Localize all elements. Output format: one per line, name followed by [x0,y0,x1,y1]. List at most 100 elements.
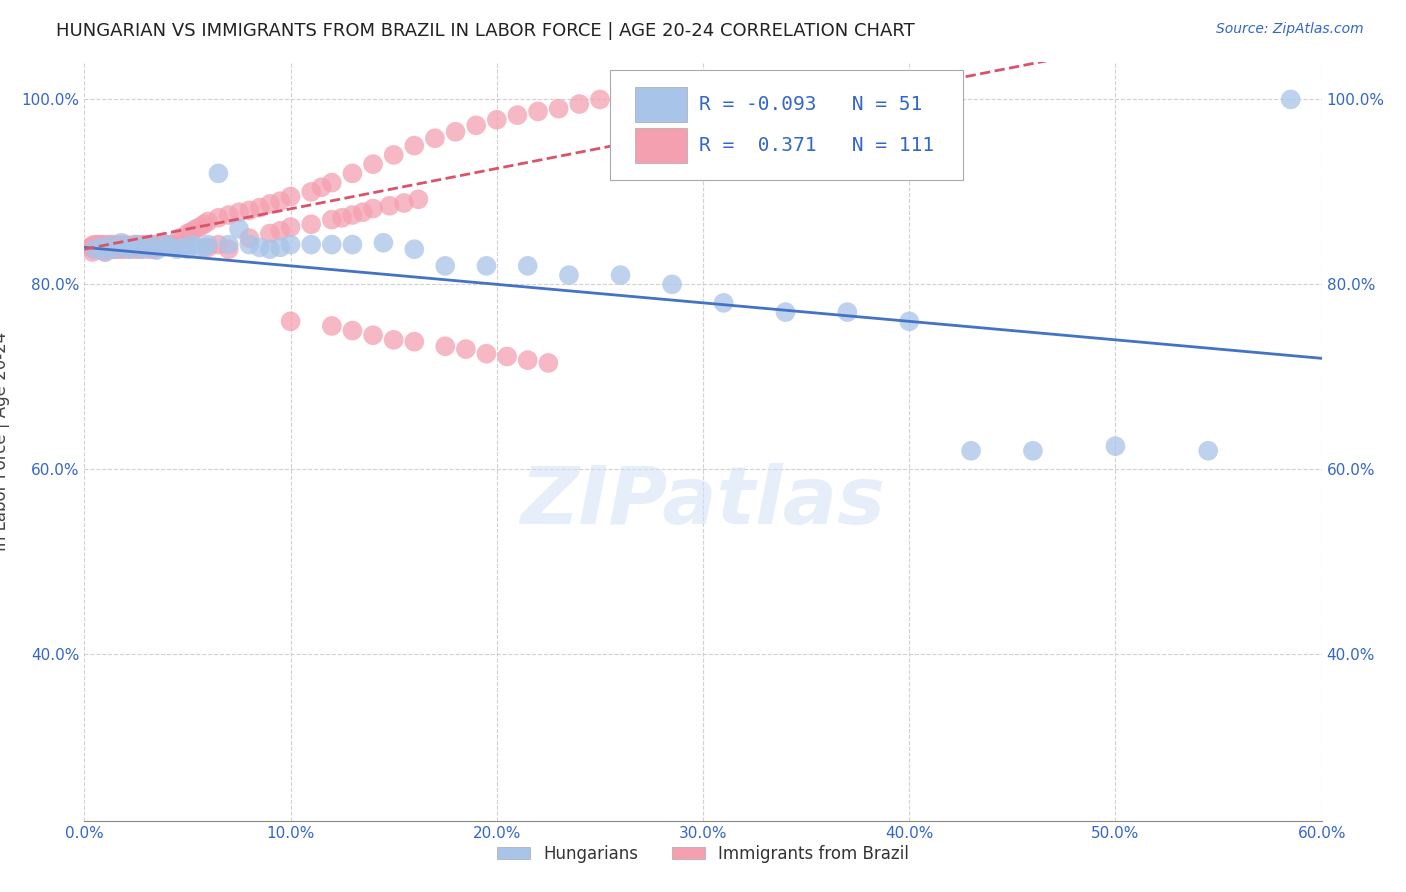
Point [609,268,631,282]
Point [118,242,141,256]
Point [139,237,162,252]
Point [112,242,135,256]
Point [1104,439,1126,453]
Point [392,196,415,211]
Point [1197,443,1219,458]
FancyBboxPatch shape [636,87,688,122]
Point [475,347,498,361]
Point [218,242,240,256]
Point [1022,443,1045,458]
Point [837,305,859,319]
Point [218,237,240,252]
Point [299,185,322,199]
Point [110,235,132,250]
Point [98,237,121,252]
Point [558,268,581,282]
Point [259,242,281,256]
Point [129,242,152,256]
Point [299,217,322,231]
Point [127,237,149,252]
Point [114,240,136,254]
Point [527,104,550,119]
Point [98,238,121,252]
Point [160,237,183,252]
Point [404,334,426,349]
Point [408,192,430,206]
Point [108,240,131,254]
Point [218,208,240,222]
Point [496,350,519,364]
Point [207,166,229,180]
Text: HUNGARIAN VS IMMIGRANTS FROM BRAZIL IN LABOR FORCE | AGE 20-24 CORRELATION CHART: HUNGARIAN VS IMMIGRANTS FROM BRAZIL IN L… [56,22,915,40]
Point [160,240,183,254]
Point [589,92,612,106]
Point [100,240,122,254]
Point [378,199,401,213]
Point [269,194,291,208]
Point [125,240,148,254]
Point [172,231,194,245]
Point [156,237,179,252]
Point [145,243,167,257]
Point [321,176,343,190]
Point [311,180,333,194]
Point [404,242,426,256]
Point [110,237,132,252]
Point [280,189,302,203]
Point [373,235,395,250]
Point [269,240,291,254]
FancyBboxPatch shape [636,128,688,162]
Text: Source: ZipAtlas.com: Source: ZipAtlas.com [1216,22,1364,37]
Point [165,237,187,252]
Point [98,240,121,254]
Point [547,102,569,116]
FancyBboxPatch shape [610,70,963,180]
Point [516,259,538,273]
Point [141,237,163,252]
Point [148,240,170,254]
Point [661,277,683,292]
Point [139,240,162,254]
Point [228,205,250,219]
Point [131,242,153,256]
Point [87,237,110,252]
Point [114,240,136,254]
Point [342,166,364,180]
Point [94,238,117,252]
Point [506,108,529,122]
Point [382,333,405,347]
Point [188,220,211,235]
Point [259,197,281,211]
Point [94,245,117,260]
Point [145,237,167,252]
Point [122,237,145,252]
Point [321,237,343,252]
Point [342,208,364,222]
Point [91,237,114,252]
Point [193,240,215,254]
Point [465,118,488,132]
Point [94,245,117,260]
Point [135,237,157,252]
Point [342,237,364,252]
Point [136,242,159,256]
Legend: Hungarians, Immigrants from Brazil: Hungarians, Immigrants from Brazil [491,838,915,869]
Point [86,240,108,254]
Point [249,240,271,254]
Point [207,237,229,252]
Point [176,227,198,241]
Point [143,242,166,256]
Point [361,202,384,216]
Point [197,240,219,254]
Point [713,296,735,310]
Point [167,231,190,245]
Point [444,125,467,139]
Point [87,242,110,256]
Point [352,205,374,219]
Point [121,240,143,254]
Point [259,227,281,241]
Point [103,242,125,256]
Point [131,237,153,252]
Point [117,240,139,254]
Point [83,237,105,252]
